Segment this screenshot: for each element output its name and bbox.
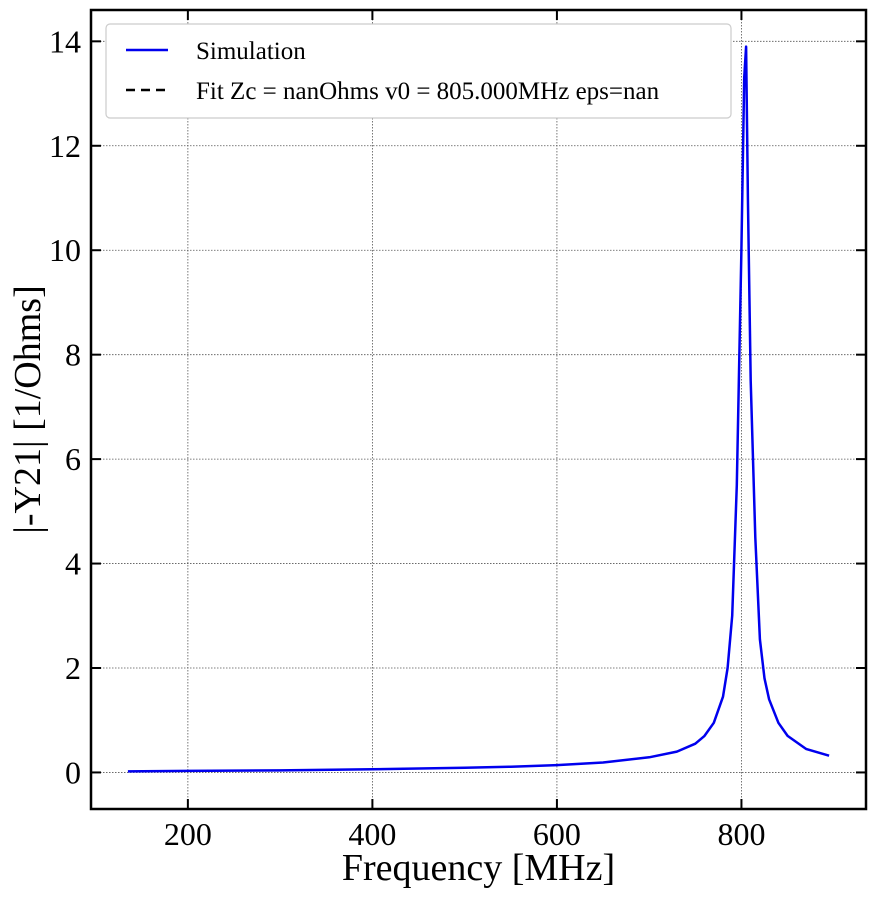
x-tick-label: 400 xyxy=(348,816,396,852)
axis-ticks: 200 400 600 800 0 2 4 6 8 10 12 14 xyxy=(49,10,866,852)
y-tick-label: 14 xyxy=(49,23,81,59)
plot-frame xyxy=(89,8,868,811)
legend-label-fit: Fit Zc = nanOhms v0 = 805.000MHz eps=nan xyxy=(196,78,660,105)
y-tick-label: 2 xyxy=(65,650,81,686)
grid xyxy=(91,10,866,809)
y-tick-label: 4 xyxy=(65,546,81,582)
legend-box xyxy=(105,23,732,119)
series-line-simulation xyxy=(127,45,830,773)
x-axis-label: Frequency [MHz] xyxy=(342,847,615,889)
x-tick-label: 600 xyxy=(533,816,581,852)
series-layer xyxy=(127,45,830,773)
y-tick-label: 8 xyxy=(65,337,81,373)
y-tick-label: 6 xyxy=(65,441,81,477)
legend: Simulation Fit Zc = nanOhms v0 = 805.000… xyxy=(105,23,732,119)
x-tick-label: 200 xyxy=(164,816,212,852)
y-tick-label: 10 xyxy=(49,232,81,268)
x-tick-label: 800 xyxy=(717,816,765,852)
legend-label-simulation: Simulation xyxy=(196,38,306,65)
y-axis-label: |-Y21| [1/Ohms] xyxy=(7,285,49,533)
y-tick-label: 12 xyxy=(49,128,81,164)
y-tick-label: 0 xyxy=(65,754,81,790)
